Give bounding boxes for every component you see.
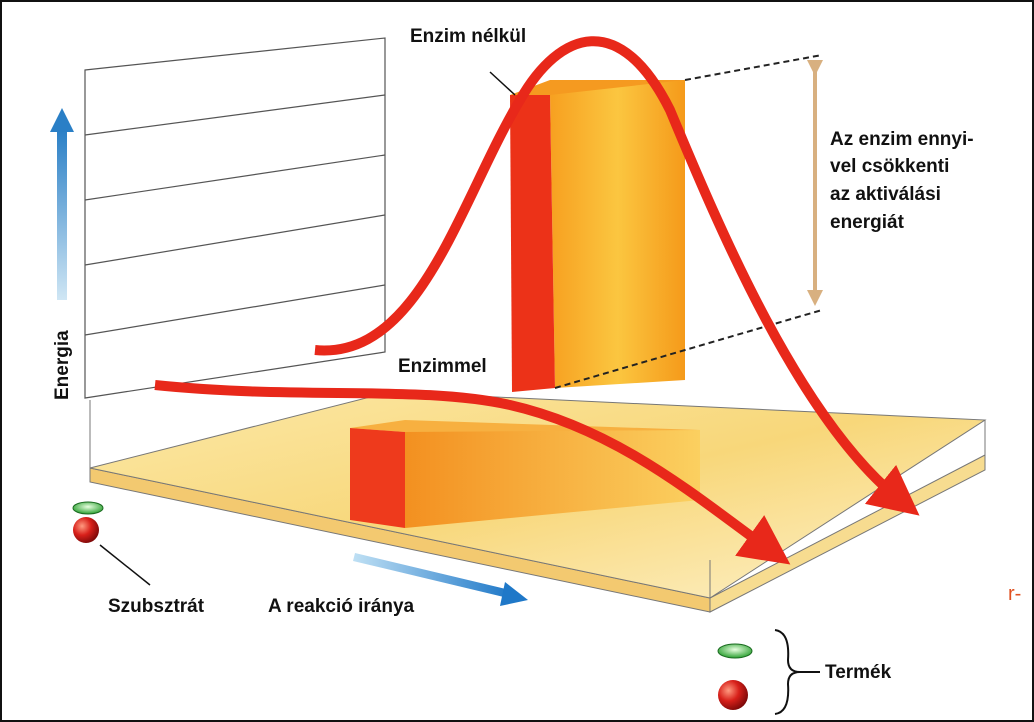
text-fragment: r- xyxy=(1008,583,1021,605)
label-without-enzyme: Enzim nélkül xyxy=(410,26,526,47)
note-line: az aktiválási xyxy=(830,184,941,205)
activation-block xyxy=(510,80,685,392)
note-line: Az enzim ennyi- xyxy=(830,129,974,150)
pointer xyxy=(489,71,516,96)
energy-arrow xyxy=(50,108,74,300)
dashed-guides xyxy=(554,54,823,389)
direction-label: A reakció iránya xyxy=(268,596,415,617)
curve-without-enzyme xyxy=(314,36,920,516)
product-icon xyxy=(717,629,820,715)
curve-with-enzyme xyxy=(154,380,791,565)
direction-arrow xyxy=(353,553,528,606)
note-line: energiát xyxy=(830,212,905,233)
note-line: vel csökkenti xyxy=(830,156,949,177)
product-label: Termék xyxy=(825,662,892,683)
energy-label: Energia xyxy=(52,330,73,400)
back-wall xyxy=(84,37,386,399)
substrate-label: Szubsztrát xyxy=(108,596,205,617)
label-with-enzyme: Enzimmel xyxy=(398,356,487,377)
substrate-icon xyxy=(72,501,151,586)
